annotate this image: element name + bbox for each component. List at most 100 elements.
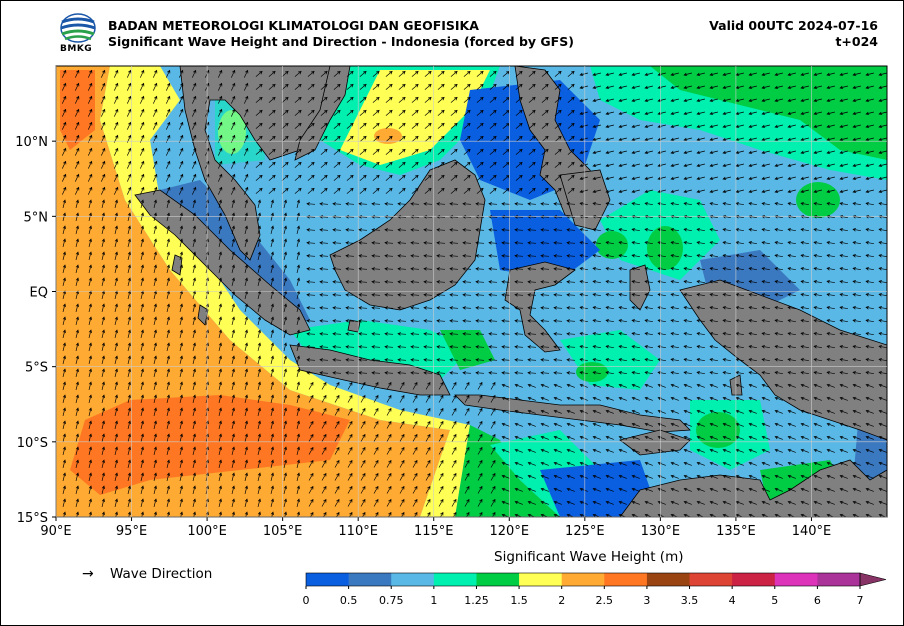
- wave-arrow: [423, 345, 433, 349]
- wave-arrow: [865, 279, 874, 284]
- wave-arrow: [320, 109, 328, 116]
- wave-arrow: [360, 459, 366, 468]
- wave-arrow: [865, 253, 874, 258]
- wave-arrow: [153, 329, 158, 338]
- wave-arrow: [192, 290, 197, 299]
- colorbar-segment: [348, 573, 392, 586]
- wave-arrow: [336, 511, 340, 517]
- wave-arrow: [127, 420, 132, 429]
- wave-arrow: [373, 446, 379, 455]
- wave-arrow: [411, 148, 419, 155]
- y-tick-label: EQ: [30, 286, 48, 301]
- wave-arrow: [644, 201, 653, 206]
- wave-arrow: [852, 370, 861, 375]
- wave-arrow: [166, 329, 171, 338]
- wave-arrow: [515, 109, 523, 116]
- wave-arrow: [540, 474, 549, 479]
- wave-arrow: [399, 459, 405, 468]
- wave-arrow: [566, 383, 575, 388]
- wave-arrow: [255, 135, 263, 142]
- wave-arrow: [179, 472, 184, 481]
- wave-arrow: [270, 368, 275, 377]
- wave-arrow: [140, 303, 145, 312]
- wave-arrow: [425, 407, 431, 416]
- wave-arrow: [62, 459, 67, 468]
- wave-arrow: [566, 267, 576, 271]
- wave-arrow: [670, 150, 679, 155]
- wave-arrow: [489, 148, 497, 155]
- wave-arrow: [320, 122, 328, 129]
- wave-arrow: [410, 358, 420, 362]
- wave-arrow: [178, 121, 184, 130]
- wave-arrow: [605, 201, 614, 206]
- wave-arrow: [449, 332, 459, 336]
- wave-arrow: [527, 332, 537, 336]
- wave-arrow: [592, 474, 601, 479]
- wave-arrow: [709, 201, 718, 206]
- wave-arrow: [878, 448, 887, 453]
- wave-arrow: [631, 305, 640, 310]
- colorbar-label: 7: [857, 594, 864, 607]
- wave-arrow: [306, 293, 316, 297]
- wave-arrow: [787, 240, 796, 245]
- wave-arrow: [319, 371, 329, 375]
- wave-arrow: [865, 305, 874, 310]
- wave-arrow: [140, 472, 145, 481]
- wave-arrow: [514, 306, 524, 310]
- wave-arrow: [62, 316, 67, 325]
- wave-arrow: [579, 253, 588, 258]
- wave-arrow: [722, 344, 731, 349]
- wave-arrow: [218, 472, 223, 481]
- wave-arrow: [476, 109, 484, 116]
- wave-arrow: [358, 202, 368, 206]
- wave-arrow: [579, 435, 588, 440]
- wave-arrow: [787, 370, 796, 375]
- wave-arrow: [347, 381, 353, 390]
- wave-arrow: [670, 85, 679, 90]
- wave-arrow: [813, 487, 822, 492]
- wave-arrow: [384, 293, 394, 297]
- wave-arrow: [826, 227, 835, 232]
- wave-arrow: [476, 174, 484, 181]
- wave-arrow: [166, 303, 171, 312]
- wave-arrow: [231, 420, 236, 429]
- wave-arrow: [852, 227, 861, 232]
- wave-arrow: [865, 240, 874, 245]
- wave-arrow: [709, 422, 718, 427]
- wave-arrow: [372, 148, 380, 155]
- wave-arrow: [761, 189, 770, 194]
- wave-arrow: [62, 342, 67, 351]
- wave-arrow: [839, 370, 848, 375]
- wave-arrow: [101, 290, 106, 299]
- wave-arrow: [166, 511, 171, 517]
- wave-arrow: [696, 292, 705, 297]
- wave-arrow: [296, 498, 301, 507]
- wave-arrow: [592, 500, 601, 505]
- wave-arrow: [462, 202, 472, 206]
- wave-arrow: [257, 342, 262, 351]
- wave-arrow: [360, 446, 366, 455]
- wave-arrow: [320, 148, 328, 155]
- wave-arrow: [644, 500, 653, 505]
- wave-arrow: [514, 487, 523, 492]
- wave-arrow: [592, 370, 601, 375]
- wave-arrow: [75, 225, 80, 234]
- wave-arrow: [787, 383, 796, 388]
- wave-arrow: [761, 98, 770, 103]
- wave-arrow: [114, 199, 119, 208]
- wave-arrow: [748, 344, 757, 349]
- wave-arrow: [412, 459, 418, 468]
- wave-arrow: [566, 280, 576, 284]
- wave-arrow: [451, 498, 457, 507]
- wave-arrow: [113, 121, 119, 130]
- wave-arrow: [359, 161, 367, 168]
- wave-arrow: [878, 370, 887, 375]
- wave-arrow: [283, 355, 288, 364]
- wave-arrow: [865, 461, 874, 466]
- wave-arrow: [62, 433, 67, 442]
- wave-arrow: [761, 383, 770, 388]
- wave-arrow: [618, 72, 627, 77]
- wave-arrow: [332, 332, 342, 336]
- wave-arrow: [501, 461, 510, 466]
- wave-arrow: [321, 485, 327, 494]
